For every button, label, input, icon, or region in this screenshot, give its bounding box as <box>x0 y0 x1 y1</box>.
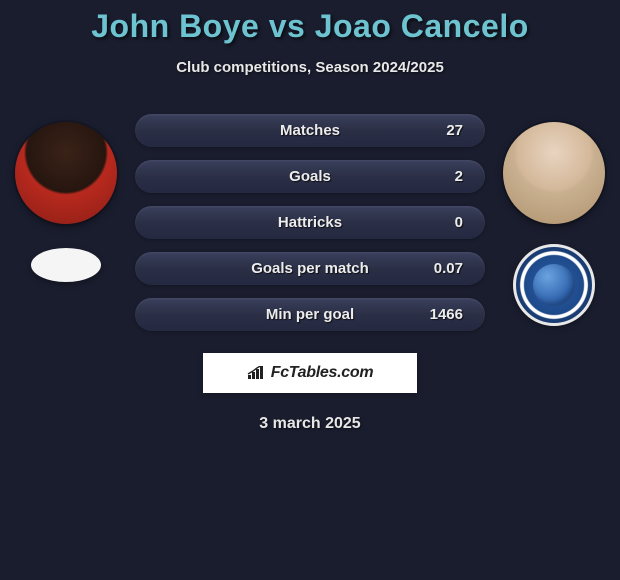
stat-label: Hattricks <box>217 214 403 231</box>
brand-watermark: FcTables.com <box>203 353 417 393</box>
stat-p2-value: 2 <box>403 168 463 185</box>
subtitle: Club competitions, Season 2024/2025 <box>0 59 620 76</box>
stat-label: Goals <box>217 168 403 185</box>
player1-avatar <box>15 122 117 224</box>
generated-date: 3 march 2025 <box>0 415 620 433</box>
brand-label: FcTables.com <box>271 364 374 382</box>
player2-column <box>503 114 605 326</box>
stats-list: Matches 27 Goals 2 Hattricks 0 Goals per… <box>135 114 485 331</box>
stat-bar-mpg: Min per goal 1466 <box>135 298 485 331</box>
page-title: John Boye vs Joao Cancelo <box>0 8 620 45</box>
stat-p2-value: 27 <box>403 122 463 139</box>
stat-p2-value: 0 <box>403 214 463 231</box>
infographic-root: John Boye vs Joao Cancelo Club competiti… <box>0 0 620 433</box>
stat-bar-gpm: Goals per match 0.07 <box>135 252 485 285</box>
chart-icon <box>247 366 265 380</box>
stat-p2-value: 1466 <box>403 306 463 323</box>
stat-label: Goals per match <box>217 260 403 277</box>
comparison-row: Matches 27 Goals 2 Hattricks 0 Goals per… <box>0 114 620 331</box>
stat-label: Min per goal <box>217 306 403 323</box>
stat-p2-value: 0.07 <box>403 260 463 277</box>
stat-bar-goals: Goals 2 <box>135 160 485 193</box>
stat-bar-hattricks: Hattricks 0 <box>135 206 485 239</box>
player1-club-badge <box>31 248 101 282</box>
player2-club-badge <box>513 244 595 326</box>
player2-avatar <box>503 122 605 224</box>
stat-bar-matches: Matches 27 <box>135 114 485 147</box>
stat-label: Matches <box>217 122 403 139</box>
player1-column <box>15 114 117 282</box>
